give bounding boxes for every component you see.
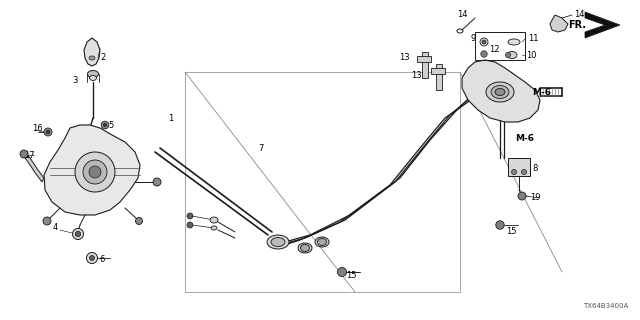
Circle shape xyxy=(90,255,95,260)
Bar xyxy=(436,64,442,90)
Circle shape xyxy=(46,130,50,134)
Text: 11: 11 xyxy=(528,34,538,43)
Circle shape xyxy=(482,40,486,44)
Ellipse shape xyxy=(508,39,520,45)
Ellipse shape xyxy=(267,235,289,249)
Ellipse shape xyxy=(89,56,95,60)
Bar xyxy=(508,158,530,176)
Circle shape xyxy=(44,128,52,136)
Circle shape xyxy=(20,150,28,158)
Text: 14: 14 xyxy=(574,10,584,19)
Ellipse shape xyxy=(315,237,329,247)
Circle shape xyxy=(511,170,516,174)
Polygon shape xyxy=(462,60,540,122)
Text: M-6: M-6 xyxy=(532,87,551,97)
Polygon shape xyxy=(44,125,140,215)
Text: 19: 19 xyxy=(530,194,541,203)
Text: 12: 12 xyxy=(489,45,499,54)
Text: 13: 13 xyxy=(412,70,422,79)
Ellipse shape xyxy=(90,76,97,81)
Circle shape xyxy=(83,160,107,184)
Circle shape xyxy=(101,121,109,129)
Ellipse shape xyxy=(88,70,99,77)
Text: 1: 1 xyxy=(168,114,173,123)
Circle shape xyxy=(518,192,526,200)
Text: 15: 15 xyxy=(506,228,516,236)
Bar xyxy=(475,32,525,60)
Ellipse shape xyxy=(495,89,505,95)
Ellipse shape xyxy=(317,238,326,245)
Ellipse shape xyxy=(486,82,514,102)
Ellipse shape xyxy=(298,243,312,253)
Text: 17: 17 xyxy=(24,150,35,159)
Bar xyxy=(431,68,445,74)
Text: 3: 3 xyxy=(72,76,78,84)
Ellipse shape xyxy=(301,244,310,252)
Text: 2: 2 xyxy=(100,53,105,62)
Circle shape xyxy=(89,166,101,178)
Ellipse shape xyxy=(211,226,217,230)
Circle shape xyxy=(43,217,51,225)
Circle shape xyxy=(480,38,488,46)
Polygon shape xyxy=(23,152,44,182)
Circle shape xyxy=(187,222,193,228)
Text: TX64B3400A: TX64B3400A xyxy=(583,303,628,309)
Text: 14: 14 xyxy=(458,10,468,19)
Circle shape xyxy=(481,51,487,57)
Ellipse shape xyxy=(507,52,517,59)
Text: 5: 5 xyxy=(108,121,113,130)
Bar xyxy=(417,56,431,62)
Circle shape xyxy=(496,221,504,229)
Circle shape xyxy=(153,178,161,186)
Circle shape xyxy=(136,218,143,225)
Circle shape xyxy=(104,124,107,127)
Text: 13: 13 xyxy=(399,53,410,62)
Ellipse shape xyxy=(271,237,285,246)
Circle shape xyxy=(75,152,115,192)
Text: M-6: M-6 xyxy=(515,133,534,142)
Text: 9: 9 xyxy=(471,34,476,43)
Bar xyxy=(185,72,460,292)
Text: FR.: FR. xyxy=(568,20,586,30)
Text: 8: 8 xyxy=(532,164,538,172)
Polygon shape xyxy=(84,38,100,66)
Text: 15: 15 xyxy=(346,270,356,279)
Ellipse shape xyxy=(210,217,218,223)
Polygon shape xyxy=(585,12,620,38)
Text: 6: 6 xyxy=(99,255,104,265)
Ellipse shape xyxy=(491,85,509,99)
Bar xyxy=(422,52,428,78)
Text: 7: 7 xyxy=(258,143,264,153)
Circle shape xyxy=(76,231,81,237)
Text: 4: 4 xyxy=(52,223,58,233)
Circle shape xyxy=(506,52,511,58)
Circle shape xyxy=(522,170,527,174)
Text: 10: 10 xyxy=(526,51,536,60)
Circle shape xyxy=(86,252,97,263)
Circle shape xyxy=(187,213,193,219)
Circle shape xyxy=(72,228,83,239)
Circle shape xyxy=(337,268,346,276)
Text: 16: 16 xyxy=(32,124,43,132)
Polygon shape xyxy=(550,15,568,32)
